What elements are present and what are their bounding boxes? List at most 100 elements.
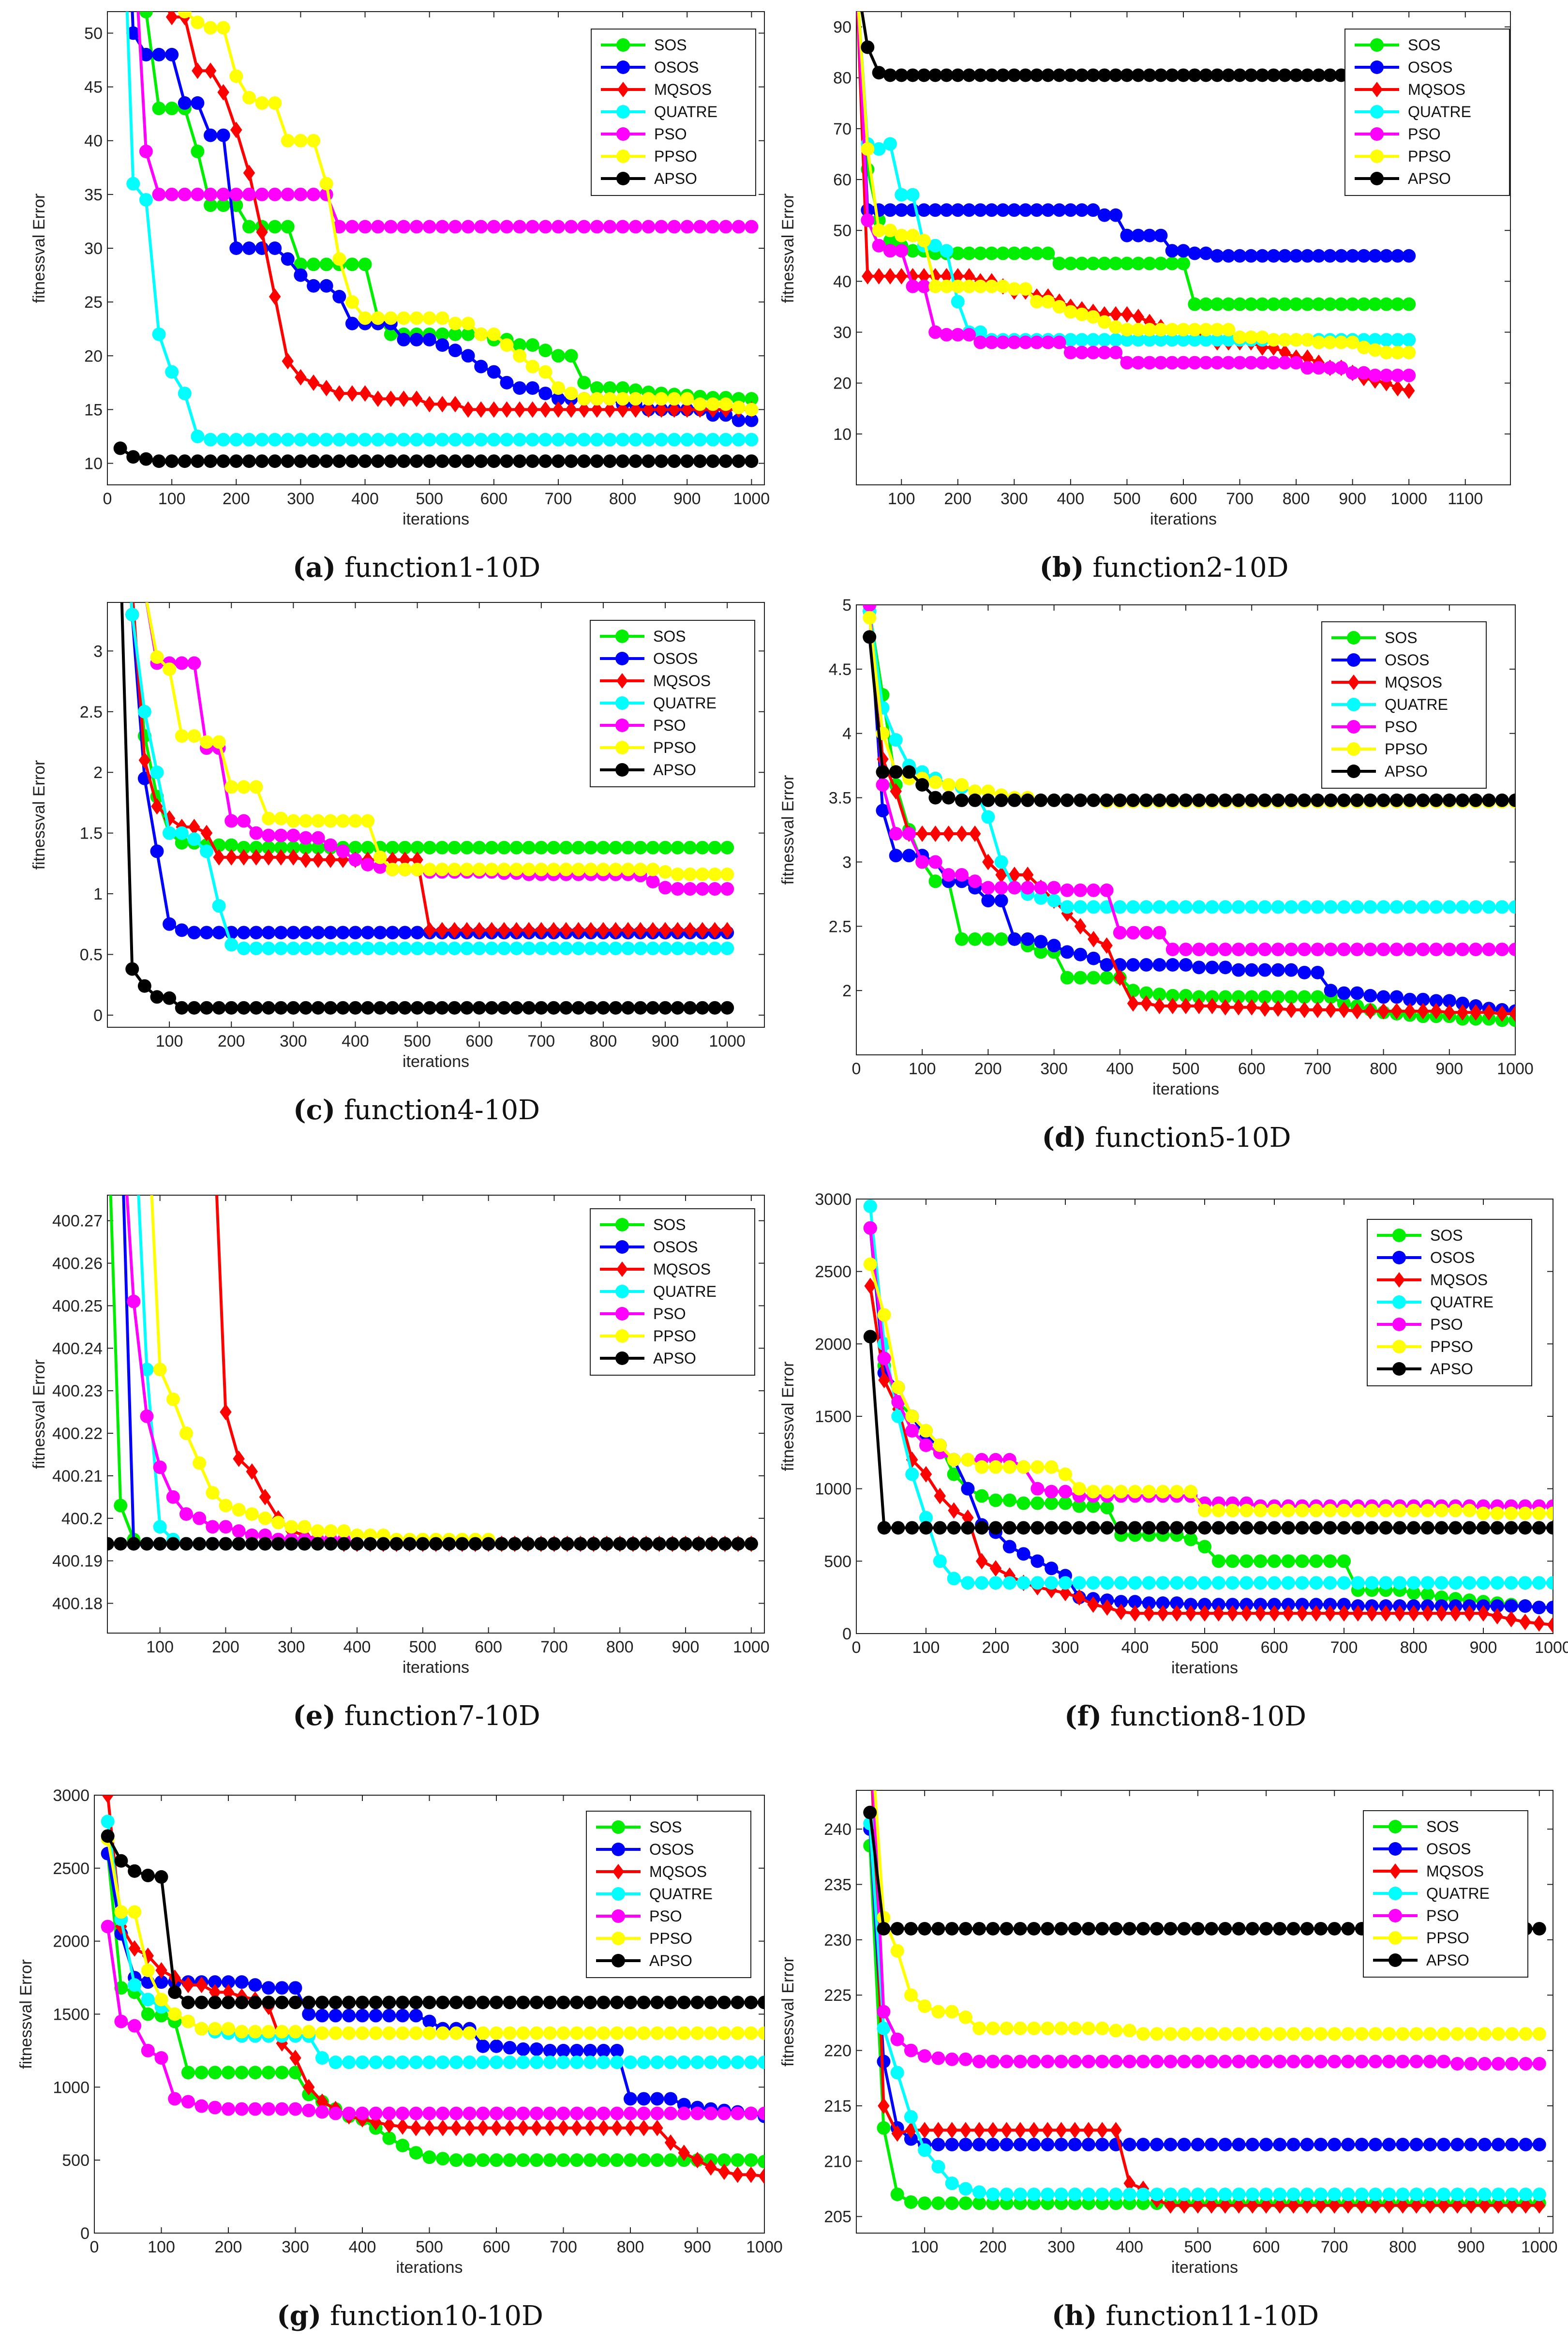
data-point-pso [361,857,375,871]
data-point-mqsos [165,12,178,26]
data-point-pso [1450,2057,1464,2071]
data-point-ppso [1504,1506,1518,1520]
data-point-quatre [1074,900,1088,914]
data-point-sos [962,246,976,260]
data-point-ppso [1128,1485,1142,1499]
data-point-ppso [1041,2021,1055,2035]
data-point-ppso [1150,2027,1164,2041]
data-point-apso [242,454,256,468]
data-point-sos [319,257,333,271]
data-point-apso [255,454,269,468]
legend-marker-ppso [615,741,629,754]
data-point-apso [613,1537,627,1551]
data-point-apso [1100,1521,1114,1535]
data-point-quatre [237,941,251,955]
x-tick-label: 700 [540,1638,568,1656]
data-point-mqsos [115,1085,126,1101]
data-point-apso [1109,1921,1123,1936]
data-point-osos [556,2043,570,2057]
data-point-quatre [928,239,942,253]
data-point-pso [1505,2057,1519,2071]
data-point-mqsos [372,390,384,407]
data-point-apso [596,1001,610,1015]
legend-label-osos: OSOS [653,650,698,667]
data-point-ppso [1233,330,1247,345]
data-point-apso [1351,1521,1365,1535]
data-point-quatre [435,433,449,447]
y-tick-label: 500 [62,2151,90,2170]
data-point-apso [1300,68,1314,82]
data-point-mqsos [1338,1605,1350,1622]
data-point-pso [1409,2055,1423,2069]
data-point-quatre [1508,900,1515,914]
data-point-apso [249,1001,263,1015]
data-point-quatre [603,433,617,447]
data-point-apso [448,1001,462,1015]
data-point-ppso [125,523,139,536]
data-point-sos [1016,1496,1030,1510]
data-point-mqsos [1325,1002,1337,1018]
data-point-apso [153,1537,167,1551]
data-point-mqsos [1310,1605,1322,1622]
data-point-pso [1205,2055,1219,2069]
data-point-apso [654,454,668,468]
data-point-ppso [962,279,976,293]
legend-marker-quatre [616,105,630,119]
data-point-apso [1255,68,1269,82]
x-tick-label: 0 [852,1638,861,1657]
panel-caption: (e) function7-10D [293,1700,540,1732]
data-point-apso [693,454,707,468]
data-point-ppso [677,2026,691,2040]
data-point-osos [1368,2138,1382,2151]
data-point-sos [877,2121,891,2135]
data-point-ppso [500,338,514,352]
data-point-ppso [917,234,931,248]
data-point-sos [890,2187,904,2201]
data-point-pso [732,220,746,234]
data-point-osos [895,203,909,217]
data-point-quatre [658,941,672,955]
data-point-quatre [1420,1576,1434,1590]
data-point-ppso [476,2026,490,2040]
data-point-ppso [274,811,288,825]
data-point-ppso [1490,1506,1504,1520]
data-point-quatre [1191,2187,1205,2201]
data-point-quatre [1271,900,1285,914]
data-point-mqsos [916,825,928,842]
data-point-quatre [1368,2187,1382,2201]
data-point-apso [671,1001,685,1015]
data-point-apso [1532,1521,1546,1535]
data-point-mqsos [1404,1003,1416,1020]
data-point-pso [863,605,877,612]
data-point-apso [945,1921,959,1936]
x-tick-label: 800 [609,490,637,508]
data-point-apso [1518,1521,1532,1535]
data-point-apso [1546,1521,1553,1535]
data-point-ppso [336,814,350,828]
data-point-sos [906,244,920,258]
data-point-mqsos [1424,2197,1436,2214]
data-point-ppso [1312,335,1326,349]
legend-marker-osos [1392,1251,1406,1264]
data-point-ppso [720,867,734,881]
data-point-apso [719,454,733,468]
data-point-osos [1478,2138,1492,2151]
data-point-mqsos [410,390,423,407]
data-point-sos [958,2196,972,2210]
data-point-ppso [1357,341,1371,355]
data-point-quatre [1170,1576,1184,1590]
data-point-apso [571,1001,585,1015]
data-point-mqsos [1055,2122,1067,2139]
data-point-pso [1300,361,1314,375]
data-point-mqsos [320,379,332,396]
data-point-apso [732,454,746,468]
data-point-apso [1113,793,1127,807]
data-point-ppso [989,1460,1002,1474]
data-point-sos [175,836,189,850]
data-point-quatre [972,2185,986,2199]
data-point-pso [1437,2055,1451,2069]
data-point-quatre [918,2143,932,2157]
data-point-osos [530,2042,544,2056]
data-point-ppso [262,2025,276,2039]
data-point-sos [525,338,539,352]
